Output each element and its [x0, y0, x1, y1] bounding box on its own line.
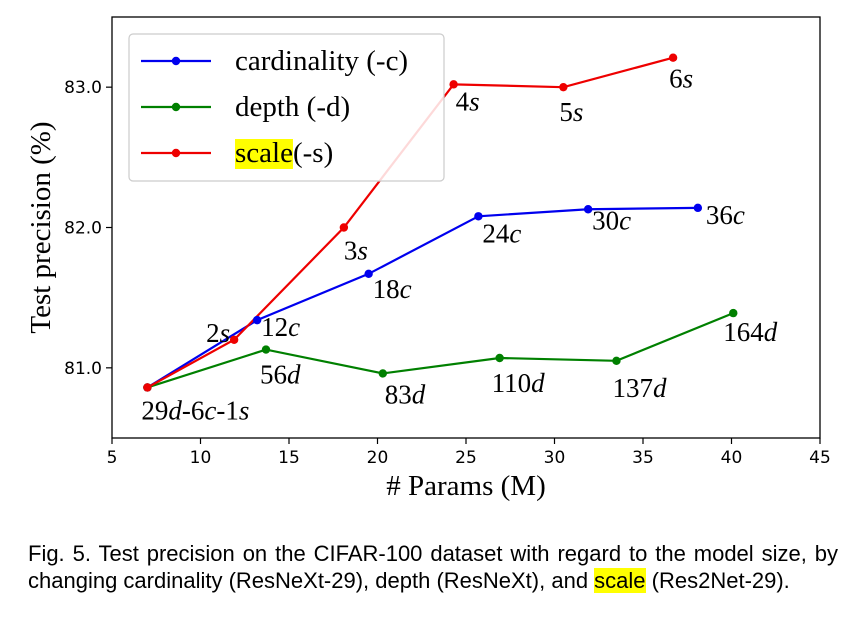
point-label: 137d	[612, 373, 667, 403]
x-tick-label: 25	[455, 448, 477, 468]
x-tick-label: 35	[632, 448, 654, 468]
point-label: 18c	[373, 274, 412, 304]
legend-marker	[171, 102, 181, 112]
point-label: 164d	[723, 317, 778, 347]
legend-marker	[171, 148, 181, 158]
figure-caption: Fig. 5. Test precision on the CIFAR-100 …	[28, 540, 838, 594]
point-label: 36c	[706, 200, 745, 230]
legend-box	[128, 33, 445, 182]
point-label: 30c	[592, 205, 631, 235]
legend: cardinality (-c) depth (-d) scale (-s)	[128, 33, 445, 182]
point-label: 56d	[260, 360, 301, 390]
series-line-0	[146, 206, 698, 389]
data-point	[693, 203, 703, 213]
x-tick-label: 45	[809, 448, 831, 468]
point-label: 110d	[492, 368, 546, 398]
caption-prefix: Fig. 5. Test precision on the CIFAR-100 …	[28, 541, 838, 593]
y-axis-title: Test precision (%)	[25, 121, 57, 333]
legend-label-suffix: (-s)	[293, 137, 333, 169]
caption-suffix: (Res2Net-29).	[645, 568, 790, 593]
data-point	[729, 308, 738, 318]
start-point-label: 29d-6c-1s	[141, 395, 249, 425]
data-point	[229, 335, 239, 344]
data-point	[252, 315, 262, 325]
axes: 5 10 15 20 25 30 35 40 45 81.0 82.0 83.0 # Params (M…	[25, 16, 831, 502]
series-markers	[143, 53, 738, 392]
data-point	[449, 80, 458, 89]
data-point	[612, 356, 621, 366]
legend-label: depth (-d)	[235, 91, 350, 123]
data-point	[474, 212, 483, 221]
point-label: 83d	[385, 379, 426, 409]
point-label: 6s	[669, 64, 693, 94]
x-tick-label: 20	[367, 448, 389, 468]
legend-highlight	[235, 139, 293, 169]
y-tick-label: 82.0	[64, 219, 102, 239]
data-point	[495, 353, 504, 363]
data-point	[378, 369, 388, 378]
data-point	[339, 223, 349, 232]
x-tick-label: 40	[721, 448, 743, 468]
y-tick-label: 83.0	[64, 78, 102, 98]
x-tick-label: 5	[107, 448, 118, 468]
data-point	[559, 82, 568, 92]
legend-label: cardinality (-c)	[235, 45, 408, 77]
legend-marker	[171, 56, 181, 66]
point-label: 2s	[206, 318, 230, 348]
legend-label: scale	[235, 137, 293, 169]
data-point	[668, 53, 678, 62]
data-point	[364, 269, 373, 279]
point-label: 3s	[344, 236, 368, 266]
series-line-1	[147, 312, 734, 389]
data-point	[583, 205, 593, 214]
x-tick-label: 10	[190, 448, 212, 468]
point-label: 4s	[456, 86, 480, 116]
x-tick-label: 15	[278, 448, 300, 468]
point-label: 24c	[482, 218, 521, 248]
x-tick-label: 30	[544, 448, 566, 468]
point-label: 12c	[261, 312, 300, 342]
data-point	[143, 383, 152, 392]
x-axis-title: # Params (M)	[386, 470, 545, 502]
y-tick-label: 81.0	[64, 359, 102, 379]
point-label: 5s	[559, 97, 583, 127]
data-point	[261, 345, 271, 354]
point-labels: 12c 18c 24c 30c 36c 56d 83d 110d 137d 164d 2s 3s 4s 5…	[141, 64, 777, 426]
caption-highlight: scale	[594, 568, 646, 593]
